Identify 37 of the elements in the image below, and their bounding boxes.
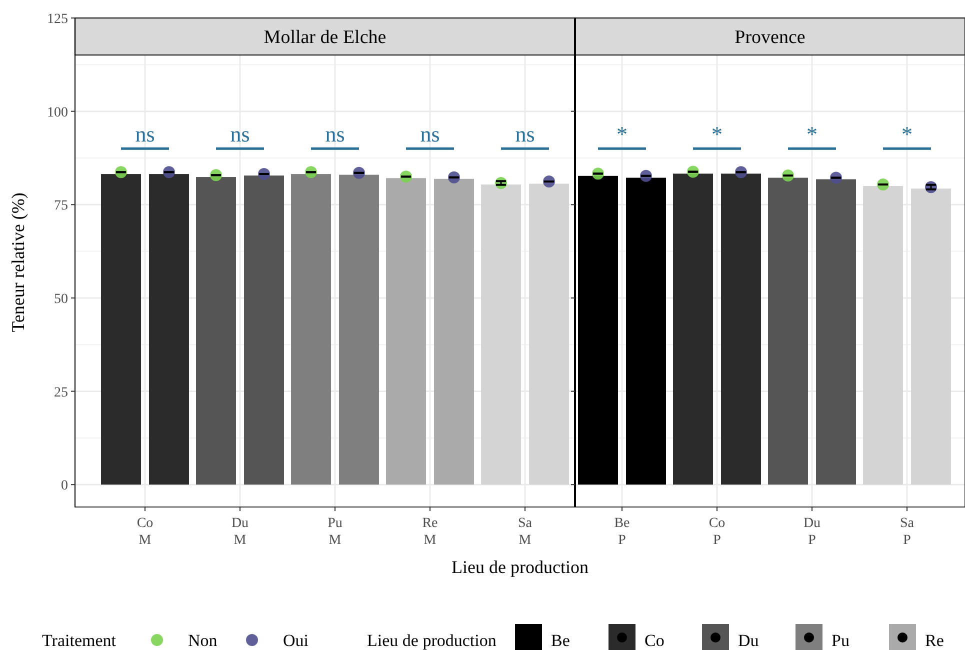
x-tick-label: Du P	[803, 516, 821, 548]
text: Mollar de Elche	[264, 27, 386, 48]
annotation: ns	[515, 122, 535, 147]
y-tick-label: 125	[47, 12, 68, 27]
legend-title: Traitement	[42, 631, 116, 650]
x-axis-title: Lieu de production	[452, 557, 588, 577]
y-axis-title: Teneur relative (%)	[8, 192, 28, 332]
category-label: Co	[644, 631, 664, 650]
legend-label: Non	[188, 631, 218, 650]
annotation: *	[616, 122, 628, 147]
category-label: Pu	[832, 631, 850, 650]
y-tick-label: 0	[61, 478, 68, 494]
x-tick-label: Co M	[136, 516, 154, 548]
category-label: Du	[738, 631, 760, 650]
annotation: *	[712, 122, 722, 147]
y-tick-label: 100	[47, 105, 68, 120]
x-tick-label: Co P	[708, 516, 726, 548]
y-tick-label: 50	[54, 292, 68, 307]
x-tick-label: Sa M	[518, 516, 533, 548]
x-tick-label: Be P	[614, 516, 630, 548]
annotation: ns	[135, 122, 155, 147]
x-tick-label: Re M	[422, 516, 438, 548]
annotation: ns	[325, 122, 345, 147]
category-label: Re	[925, 631, 944, 650]
annotation: ns	[420, 122, 440, 147]
y-tick-label: 25	[54, 385, 68, 400]
annotation: *	[902, 122, 912, 147]
text: Lieu de production	[367, 631, 497, 650]
text: Provence	[734, 27, 806, 48]
category-label: Be	[551, 631, 570, 650]
legend-label: Oui	[283, 631, 309, 650]
annotation: *	[806, 122, 818, 147]
x-tick-label: Pu M	[328, 516, 342, 548]
y-tick-label: 75	[54, 198, 68, 214]
annotation: ns	[230, 122, 250, 147]
x-tick-label: Du M	[231, 516, 249, 548]
x-tick-label: Sa P	[900, 516, 915, 548]
